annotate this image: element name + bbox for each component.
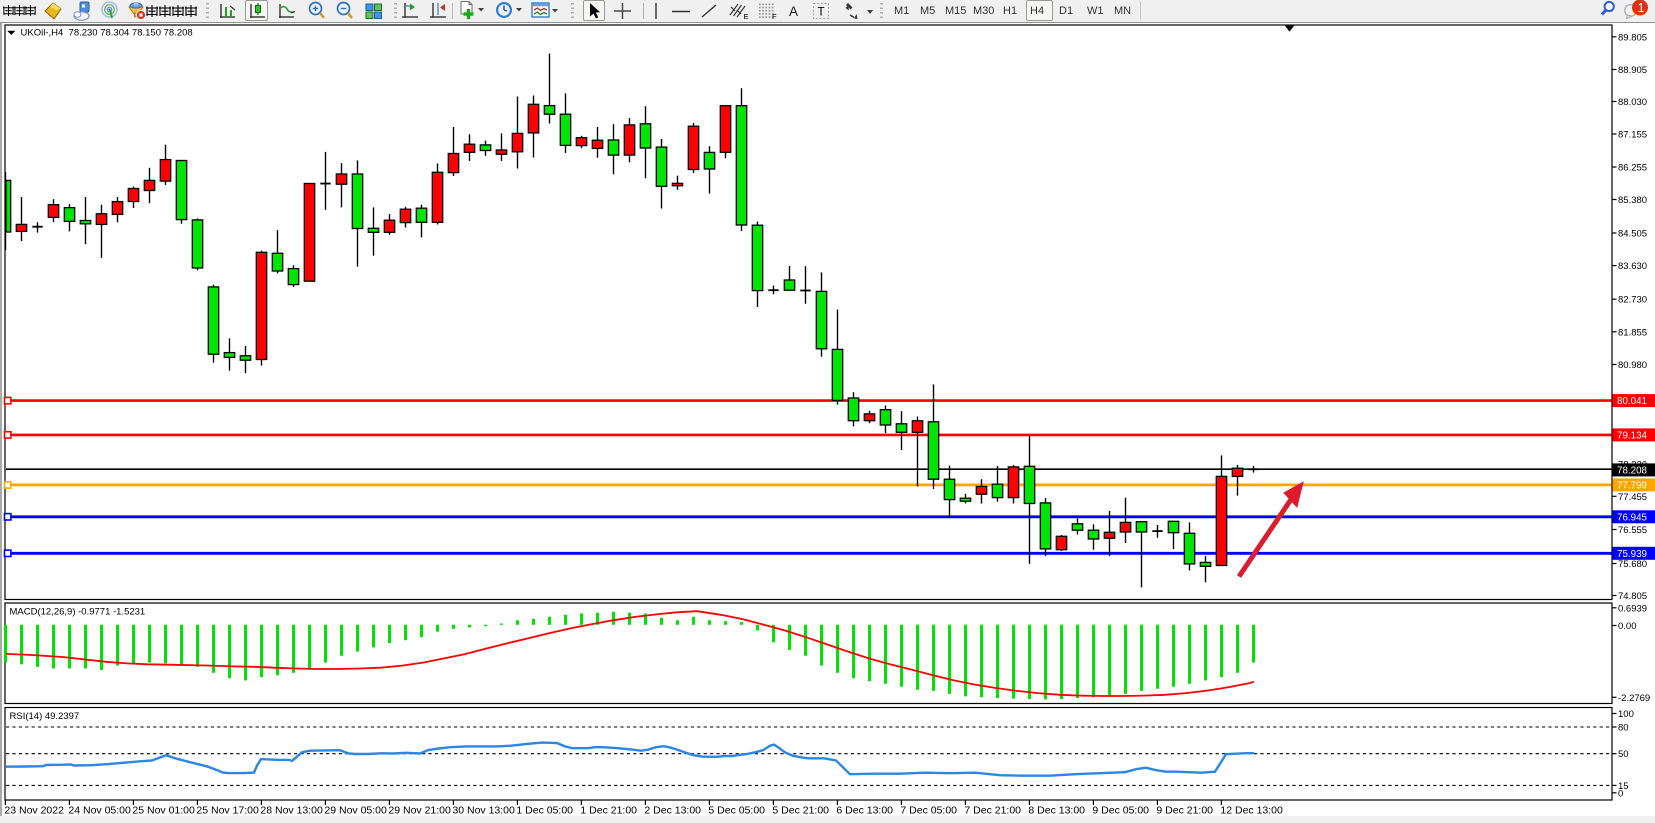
svg-text:82.730: 82.730 <box>1618 295 1647 306</box>
svg-text:1 Dec 21:00: 1 Dec 21:00 <box>580 805 637 817</box>
svg-text:2 Dec 13:00: 2 Dec 13:00 <box>644 805 701 817</box>
svg-text:-2.2769: -2.2769 <box>1618 693 1650 704</box>
svg-text:F: F <box>772 12 777 20</box>
svg-text:9 Dec 21:00: 9 Dec 21:00 <box>1156 805 1213 817</box>
svg-text:80.980: 80.980 <box>1618 360 1647 371</box>
svg-text:RSI(14) 49.2397: RSI(14) 49.2397 <box>10 711 80 722</box>
svg-text:88.030: 88.030 <box>1618 97 1647 108</box>
svg-text:5 Dec 05:00: 5 Dec 05:00 <box>708 805 765 817</box>
svg-text:75.939: 75.939 <box>1617 549 1647 560</box>
svg-text:83.630: 83.630 <box>1618 261 1647 272</box>
svg-text:29 Nov 21:00: 29 Nov 21:00 <box>388 805 451 817</box>
svg-text:T: T <box>818 7 825 19</box>
svg-text:87.155: 87.155 <box>1618 130 1647 141</box>
svg-text:0: 0 <box>1618 788 1623 799</box>
svg-text:50: 50 <box>1618 749 1629 760</box>
svg-text:77.455: 77.455 <box>1618 492 1647 503</box>
svg-text:80: 80 <box>1618 723 1629 734</box>
svg-text:MACD(12,26,9) -0.9771 -1.5231: MACD(12,26,9) -0.9771 -1.5231 <box>10 607 146 618</box>
svg-text:UKOil-,H4 78.230 78.304 78.15: UKOil-,H4 78.230 78.304 78.150 78.208 <box>21 28 193 39</box>
svg-text:100: 100 <box>1618 709 1634 720</box>
svg-text:76.555: 76.555 <box>1618 525 1647 536</box>
svg-text:5 Dec 21:00: 5 Dec 21:00 <box>772 805 829 817</box>
svg-text:85.380: 85.380 <box>1618 195 1647 206</box>
svg-text:75.680: 75.680 <box>1618 559 1647 570</box>
svg-text:89.805: 89.805 <box>1618 32 1647 43</box>
svg-text:6 Dec 13:00: 6 Dec 13:00 <box>836 805 893 817</box>
svg-text:12 Dec 13:00: 12 Dec 13:00 <box>1220 805 1283 817</box>
svg-text:28 Nov 13:00: 28 Nov 13:00 <box>260 805 323 817</box>
svg-text:0.00: 0.00 <box>1618 621 1637 632</box>
svg-text:29 Nov 05:00: 29 Nov 05:00 <box>324 805 387 817</box>
svg-text:78.208: 78.208 <box>1617 466 1648 477</box>
svg-text:86.255: 86.255 <box>1618 163 1647 174</box>
svg-text:E: E <box>744 12 749 20</box>
svg-text:1: 1 <box>1638 1 1645 15</box>
svg-text:77.799: 77.799 <box>1617 481 1647 492</box>
svg-text:24 Nov 05:00: 24 Nov 05:00 <box>68 805 131 817</box>
svg-text:0.6939: 0.6939 <box>1618 603 1647 614</box>
svg-text:79.134: 79.134 <box>1617 431 1648 442</box>
svg-text:9 Dec 05:00: 9 Dec 05:00 <box>1092 805 1149 817</box>
svg-text:1 Dec 05:00: 1 Dec 05:00 <box>516 805 573 817</box>
svg-text:25 Nov 17:00: 25 Nov 17:00 <box>196 805 259 817</box>
svg-text:76.945: 76.945 <box>1617 512 1648 523</box>
svg-text:7 Dec 21:00: 7 Dec 21:00 <box>964 805 1021 817</box>
svg-text:25 Nov 01:00: 25 Nov 01:00 <box>132 805 195 817</box>
svg-text:23 Nov 2022: 23 Nov 2022 <box>4 805 64 817</box>
svg-text:80.041: 80.041 <box>1617 396 1647 407</box>
svg-text:8 Dec 13:00: 8 Dec 13:00 <box>1028 805 1085 817</box>
svg-text:88.905: 88.905 <box>1618 65 1647 76</box>
svg-text:84.505: 84.505 <box>1618 229 1647 240</box>
svg-text:74.805: 74.805 <box>1618 591 1647 602</box>
svg-text:7 Dec 05:00: 7 Dec 05:00 <box>900 805 957 817</box>
svg-text:81.855: 81.855 <box>1618 327 1647 338</box>
svg-text:30 Nov 13:00: 30 Nov 13:00 <box>452 805 515 817</box>
svg-text:15: 15 <box>1618 781 1629 792</box>
